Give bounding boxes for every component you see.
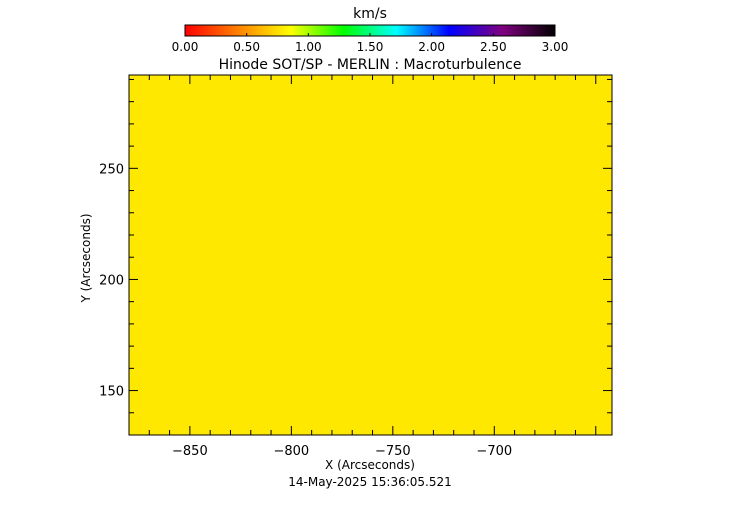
x-tick-label: −800 [273, 444, 309, 459]
colorbar-tick-label: 2.00 [418, 40, 445, 54]
x-tick-label: −700 [476, 444, 512, 459]
y-tick-label: 250 [99, 162, 124, 177]
plot-frame [128, 74, 613, 436]
colorbar-unit-label: km/s [353, 6, 387, 22]
colorbar-tick-label: 2.50 [480, 40, 507, 54]
chart-title: Hinode SOT/SP - MERLIN : Macroturbulence [219, 57, 522, 73]
colorbar-tick-label: 1.50 [357, 40, 384, 54]
x-tick-label: −750 [375, 444, 411, 459]
heatmap-field [129, 75, 612, 435]
y-tick-label: 200 [99, 273, 124, 288]
timestamp: 14-May-2025 15:36:05.521 [288, 475, 452, 489]
colorbar-tick-label: 3.00 [542, 40, 569, 54]
x-axis: −850 −800 −750 −700 [128, 75, 597, 459]
x-axis-label: X (Arcseconds) [325, 458, 415, 472]
x-tick-label: −850 [172, 444, 208, 459]
colorbar-ticks: 0.00 0.50 1.00 1.50 2.00 2.50 3.00 [172, 33, 569, 54]
y-tick-label: 150 [99, 385, 124, 400]
y-axis-label: Y (Arcseconds) [79, 213, 93, 303]
colorbar-tick-label: 0.00 [172, 40, 199, 54]
colorbar-tick-label: 0.50 [233, 40, 260, 54]
colorbar-tick-label: 1.00 [295, 40, 322, 54]
y-axis: 150 200 250 [99, 78, 612, 436]
